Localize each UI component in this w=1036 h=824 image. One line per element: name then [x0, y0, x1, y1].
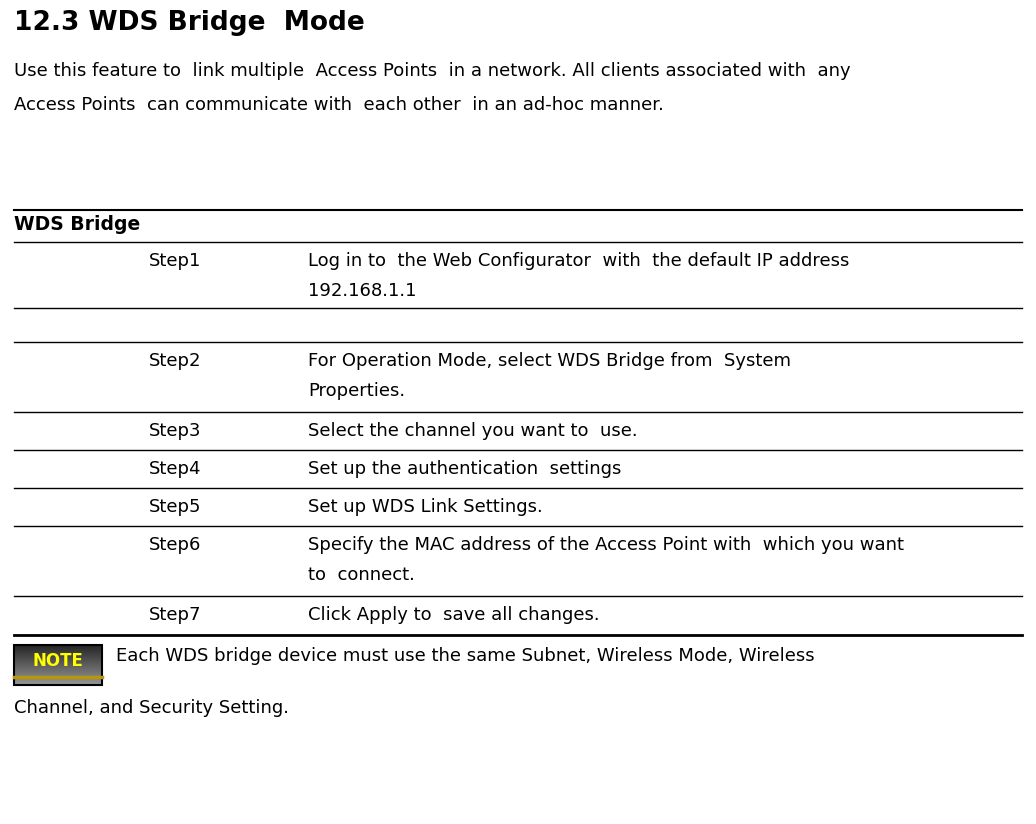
Text: Step3: Step3: [149, 422, 201, 440]
Text: NOTE: NOTE: [32, 652, 84, 670]
Bar: [15, 645, 102, 685]
Text: Properties.: Properties.: [308, 382, 405, 400]
Text: For Operation Mode, select WDS Bridge from  System: For Operation Mode, select WDS Bridge fr…: [308, 352, 792, 370]
Text: Step4: Step4: [149, 460, 201, 478]
Text: Set up the authentication  settings: Set up the authentication settings: [308, 460, 622, 478]
Text: Step1: Step1: [149, 252, 201, 270]
Text: Step5: Step5: [149, 498, 201, 516]
Text: Log in to  the Web Configurator  with  the default IP address: Log in to the Web Configurator with the …: [308, 252, 850, 270]
Text: to  connect.: to connect.: [308, 566, 414, 584]
Text: Step7: Step7: [149, 606, 201, 624]
Text: Select the channel you want to  use.: Select the channel you want to use.: [308, 422, 637, 440]
Text: Access Points  can communicate with  each other  in an ad-hoc manner.: Access Points can communicate with each …: [15, 96, 664, 114]
Text: WDS Bridge: WDS Bridge: [15, 215, 140, 234]
Text: Channel, and Security Setting.: Channel, and Security Setting.: [15, 699, 289, 717]
Text: Specify the MAC address of the Access Point with  which you want: Specify the MAC address of the Access Po…: [308, 536, 904, 554]
Text: 12.3 WDS Bridge  Mode: 12.3 WDS Bridge Mode: [15, 10, 365, 36]
Text: Step6: Step6: [149, 536, 201, 554]
Text: 192.168.1.1: 192.168.1.1: [308, 282, 416, 300]
Text: Click Apply to  save all changes.: Click Apply to save all changes.: [308, 606, 600, 624]
Text: Step2: Step2: [149, 352, 201, 370]
Text: Use this feature to  link multiple  Access Points  in a network. All clients ass: Use this feature to link multiple Access…: [15, 62, 851, 80]
Text: Set up WDS Link Settings.: Set up WDS Link Settings.: [308, 498, 543, 516]
Text: Each WDS bridge device must use the same Subnet, Wireless Mode, Wireless: Each WDS bridge device must use the same…: [116, 647, 814, 665]
